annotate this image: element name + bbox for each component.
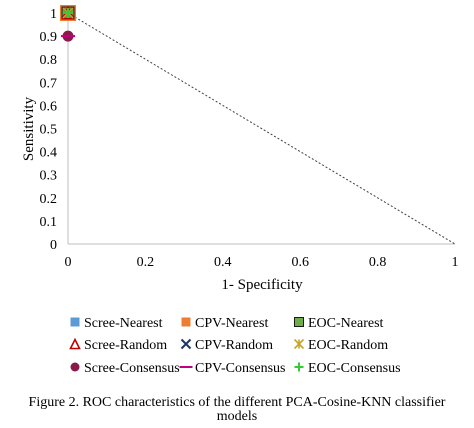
legend-label: Scree-Random	[84, 338, 167, 353]
legend-label: CPV-Nearest	[195, 316, 268, 331]
legend-marker	[180, 338, 192, 350]
legend-label: EOC-Consensus	[308, 361, 401, 376]
legend-item: EOC-Consensus	[294, 361, 401, 376]
figure-caption: Figure 2. ROC characteristics of the dif…	[0, 396, 474, 428]
legend-item: CPV-Consensus	[179, 361, 286, 376]
y-tick-label: 0.1	[40, 215, 58, 230]
chart-axes	[67, 13, 455, 245]
legend-marker	[70, 317, 80, 327]
legend-label: EOC-Nearest	[308, 316, 384, 331]
tick-labels: 0 0.1 0.2 0.3 0.4 0.5 0.6 0.7 0.8 0.9 1 0 0.2 0.4 0.6 0…	[40, 7, 459, 270]
legend-marker	[70, 362, 80, 372]
legend-item: CPV-Random	[180, 338, 273, 353]
x-axis-label: 1- Specificity	[221, 277, 303, 293]
legend-item: CPV-Nearest	[181, 316, 268, 331]
x-tick-label: 0.2	[137, 255, 155, 270]
legend-label: CPV-Consensus	[195, 361, 286, 376]
legend-label: Scree-Consensus	[84, 361, 180, 376]
legend-item: EOC-Random	[293, 338, 388, 353]
legend-item: Scree-Nearest	[70, 316, 163, 331]
caption-line-2: models	[216, 409, 258, 424]
legend-marker	[181, 317, 191, 327]
y-tick-label: 0.9	[40, 30, 58, 45]
y-tick-label: 0.5	[40, 123, 58, 138]
legend-marker	[69, 337, 81, 350]
legend-label: Scree-Nearest	[84, 316, 163, 331]
legend-item: Scree-Random	[69, 337, 167, 353]
legend-label: CPV-Random	[195, 338, 273, 353]
legend-item: Scree-Consensus	[70, 361, 180, 376]
reference-diagonal-line	[67, 12, 456, 245]
caption-line-1: Figure 2. ROC characteristics of the dif…	[28, 396, 446, 410]
y-tick-label: 1	[50, 7, 57, 22]
y-axis-label: Sensitivity	[21, 96, 37, 161]
data-points	[60, 5, 76, 42]
y-tick-label: 0.2	[40, 192, 58, 207]
y-tick-label: 0.3	[40, 169, 58, 184]
y-tick-label: 0.8	[40, 53, 58, 68]
y-tick-label: 0.4	[40, 146, 58, 161]
reference-line-group	[67, 12, 456, 245]
legend-item: EOC-Nearest	[294, 316, 384, 331]
legend-label: EOC-Random	[308, 338, 388, 353]
x-tick-label: 0	[65, 255, 72, 270]
data-point	[63, 8, 73, 18]
y-tick-label: 0	[50, 238, 57, 253]
y-tick-label: 0.6	[40, 99, 58, 114]
legend: Scree-Nearest CPV-Nearest EOC-Nearest Scree…	[69, 316, 401, 376]
x-tick-label: 1	[452, 255, 459, 270]
x-tick-label: 0.4	[214, 255, 232, 270]
legend-marker	[294, 362, 304, 372]
legend-marker	[294, 317, 304, 327]
y-tick-label: 0.7	[40, 76, 58, 91]
legend-marker	[293, 338, 305, 350]
x-tick-label: 0.8	[369, 255, 387, 270]
roc-chart: 0 0.1 0.2 0.3 0.4 0.5 0.6 0.7 0.8 0.9 1 0 0.2 0.4 0.6 0…	[21, 5, 459, 376]
x-tick-label: 0.6	[291, 255, 309, 270]
